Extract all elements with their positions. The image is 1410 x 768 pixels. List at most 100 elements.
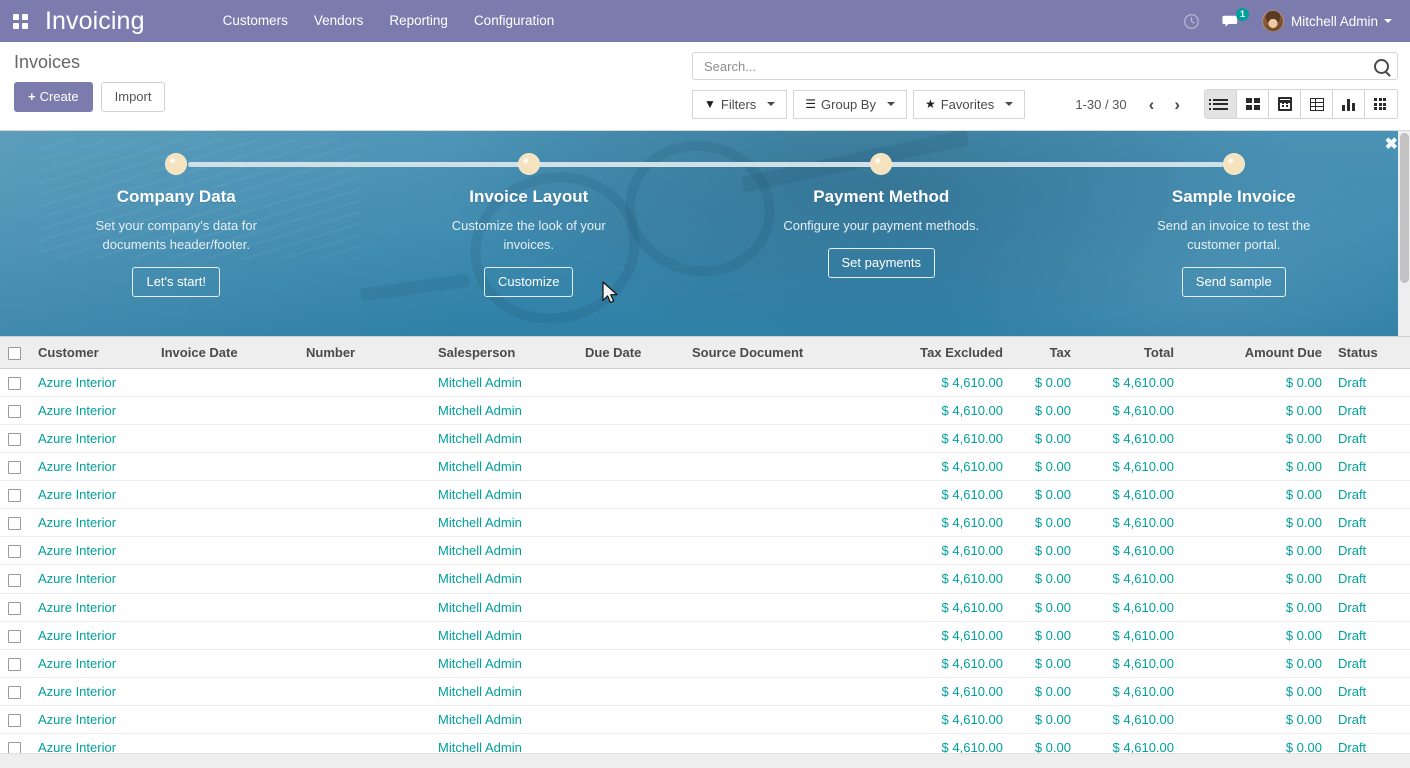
chat-bubble-icon [1222, 15, 1238, 27]
search-bar[interactable] [692, 52, 1398, 80]
column-header-source-document[interactable]: Source Document [684, 336, 881, 369]
row-checkbox[interactable] [8, 433, 21, 447]
table-row[interactable]: Azure Interior Mitchell Admin $ 4,610.00 $ … [0, 564, 1410, 594]
view-button-activity[interactable] [1365, 90, 1397, 118]
pager-next-button[interactable]: › [1174, 94, 1180, 114]
row-select-cell[interactable] [0, 508, 30, 538]
view-button-graph[interactable] [1333, 90, 1365, 118]
view-button-list[interactable] [1205, 90, 1237, 118]
apps-menu-button[interactable] [0, 0, 40, 42]
search-icon[interactable] [1374, 58, 1389, 74]
groupby-dropdown-button[interactable]: ☰ Group By [793, 89, 907, 119]
cell-tax: $ 0.00 [1011, 396, 1079, 426]
cell-customer: Azure Interior [30, 677, 153, 706]
row-checkbox[interactable] [8, 573, 21, 587]
cell-due-date [577, 564, 684, 594]
row-select-cell[interactable] [0, 621, 30, 650]
table-row[interactable]: Azure Interior Mitchell Admin $ 4,610.00 $ … [0, 508, 1410, 538]
banner-scrollbar-thumb[interactable] [1400, 133, 1409, 283]
row-select-cell[interactable] [0, 564, 30, 594]
table-row[interactable]: Azure Interior Mitchell Admin $ 4,610.00 $ … [0, 396, 1410, 426]
table-row[interactable]: Azure Interior Mitchell Admin $ 4,610.00 $ … [0, 368, 1410, 398]
table-row[interactable]: Azure Interior Mitchell Admin $ 4,610.00 $ … [0, 677, 1410, 706]
column-header-number[interactable]: Number [298, 336, 430, 369]
row-select-cell[interactable] [0, 536, 30, 566]
row-select-cell[interactable] [0, 593, 30, 622]
clock-icon [1184, 13, 1199, 29]
row-checkbox[interactable] [8, 545, 21, 559]
table-row[interactable]: Azure Interior Mitchell Admin $ 4,610.00 $ … [0, 480, 1410, 510]
menu-item-vendors[interactable]: Vendors [313, 13, 364, 28]
pager-previous-button[interactable]: ‹ [1148, 94, 1155, 114]
view-button-calendar[interactable] [1269, 90, 1301, 118]
activity-menu-button[interactable] [1172, 0, 1211, 42]
cell-tax-excluded: $ 4,610.00 [881, 536, 1011, 566]
table-row[interactable]: Azure Interior Mitchell Admin $ 4,610.00 $ … [0, 424, 1410, 454]
menu-item-reporting[interactable]: Reporting [389, 13, 448, 28]
step-action-customize[interactable]: Customize [484, 267, 574, 297]
menu-item-customers[interactable]: Customers [222, 13, 288, 28]
row-checkbox[interactable] [8, 629, 21, 643]
row-checkbox[interactable] [8, 461, 21, 475]
column-header-total[interactable]: Total [1079, 336, 1182, 369]
cell-number [298, 368, 430, 398]
row-select-cell[interactable] [0, 677, 30, 706]
row-checkbox[interactable] [8, 713, 21, 727]
create-button[interactable]: + Create [14, 82, 93, 112]
column-header-due-date[interactable]: Due Date [577, 336, 684, 369]
invoice-table-body: Azure Interior Mitchell Admin $ 4,610.00 $ … [0, 368, 1410, 762]
step-description: Send an invoice to test the customer por… [1157, 218, 1311, 252]
search-input[interactable] [702, 57, 1368, 75]
table-row[interactable]: Azure Interior Mitchell Admin $ 4,610.00 $ … [0, 621, 1410, 650]
create-button-label: Create [39, 89, 79, 104]
row-select-cell[interactable] [0, 424, 30, 454]
table-row[interactable]: Azure Interior Mitchell Admin $ 4,610.00 $ … [0, 705, 1410, 734]
row-select-cell[interactable] [0, 480, 30, 510]
column-header-invoice-date[interactable]: Invoice Date [153, 336, 298, 369]
select-all-checkbox[interactable] [8, 347, 21, 361]
step-action-lets-start[interactable]: Let's start! [132, 267, 221, 297]
table-row[interactable]: Azure Interior Mitchell Admin $ 4,610.00 $ … [0, 536, 1410, 566]
table-row[interactable]: Azure Interior Mitchell Admin $ 4,610.00 $ … [0, 649, 1410, 678]
banner-scrollbar[interactable] [1398, 131, 1410, 336]
user-menu-button[interactable]: Mitchell Admin [1252, 0, 1398, 42]
row-checkbox[interactable] [8, 657, 21, 671]
cell-salesperson: Mitchell Admin [430, 677, 577, 706]
row-select-cell[interactable] [0, 396, 30, 426]
row-checkbox[interactable] [8, 489, 21, 503]
menu-item-configuration[interactable]: Configuration [473, 13, 555, 28]
favorites-dropdown-button[interactable]: ★ Favorites [912, 89, 1026, 119]
cell-status: Draft [1330, 705, 1410, 734]
row-checkbox[interactable] [8, 685, 21, 699]
table-row[interactable]: Azure Interior Mitchell Admin $ 4,610.00 $ … [0, 452, 1410, 482]
import-button[interactable]: Import [100, 82, 166, 112]
row-checkbox[interactable] [8, 601, 21, 615]
view-button-kanban[interactable] [1237, 90, 1269, 118]
filters-dropdown-button[interactable]: ▼ Filters [692, 89, 788, 119]
cell-invoice-date [153, 705, 298, 734]
column-header-customer[interactable]: Customer [30, 336, 153, 369]
cell-total: $ 4,610.00 [1079, 649, 1182, 678]
row-checkbox[interactable] [8, 517, 21, 531]
column-header-salesperson[interactable]: Salesperson [430, 336, 577, 369]
row-checkbox[interactable] [8, 377, 21, 391]
step-action-send-sample[interactable]: Send sample [1181, 267, 1286, 297]
row-select-cell[interactable] [0, 368, 30, 398]
row-select-cell[interactable] [0, 452, 30, 482]
app-brand-title[interactable]: Invoicing [45, 6, 145, 35]
column-header-tax-excluded[interactable]: Tax Excluded [881, 336, 1011, 369]
table-row[interactable]: Azure Interior Mitchell Admin $ 4,610.00 $ … [0, 593, 1410, 622]
cell-tax-excluded: $ 4,610.00 [881, 649, 1011, 678]
select-all-header[interactable] [0, 336, 30, 369]
column-header-amount-due[interactable]: Amount Due [1182, 336, 1330, 369]
row-checkbox[interactable] [8, 405, 21, 419]
onboarding-progress-track [188, 162, 1224, 167]
column-header-tax[interactable]: Tax [1011, 336, 1079, 369]
row-select-cell[interactable] [0, 649, 30, 678]
column-header-status[interactable]: Status [1330, 336, 1410, 369]
row-select-cell[interactable] [0, 705, 30, 734]
close-banner-button[interactable]: ✖ [1384, 136, 1398, 153]
view-button-pivot[interactable] [1301, 90, 1333, 118]
messages-menu-button[interactable]: 1 [1211, 0, 1252, 42]
step-action-set-payments[interactable]: Set payments [827, 248, 935, 278]
